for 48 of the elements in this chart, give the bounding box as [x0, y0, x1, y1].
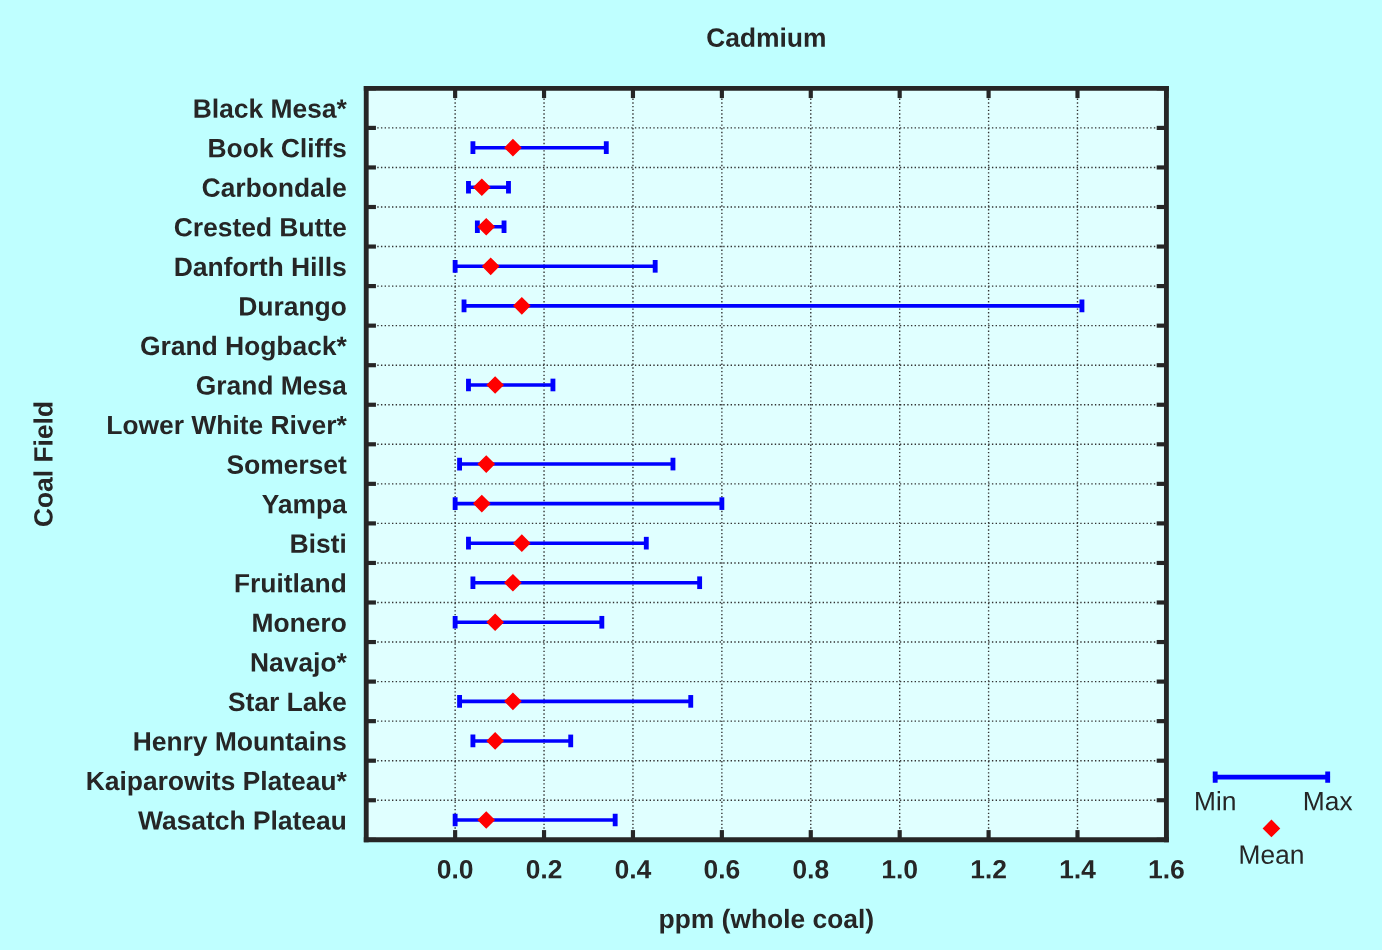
point: [513, 534, 531, 552]
text: Min: [1196, 791, 1235, 811]
point: [473, 495, 491, 513]
y-tick-label: Monero: [253, 613, 346, 633]
y-tick-label: Danforth Hills: [175, 256, 346, 277]
point: [477, 811, 495, 829]
y-tick-label: Kaiparowits Plateau*: [87, 770, 347, 796]
y-tick-label: Durango: [240, 297, 346, 321]
x-tick-label: 0.6: [704, 859, 740, 879]
point: [477, 218, 495, 236]
y-tick-label: Star Lake: [228, 691, 346, 712]
y-tick-label: Grand Hogback*: [141, 335, 347, 361]
text: Max: [1304, 791, 1353, 811]
y-tick-label: Black Mesa*: [194, 98, 347, 118]
y-axis-title: Coal Field: [33, 402, 53, 527]
y-tick-label: Bisti: [291, 533, 345, 553]
y-tick-label: Lower White River*: [108, 414, 347, 435]
point: [504, 139, 522, 157]
y-tick-label: Crested Butte: [174, 217, 346, 237]
x-tick-label: 1.4: [1060, 860, 1096, 879]
point: [486, 732, 504, 750]
y-tick-label: Henry Mountains: [134, 731, 346, 756]
x-tick-label: 0.4: [615, 859, 652, 879]
legend-label: Mean: [1240, 845, 1303, 864]
point: [486, 376, 504, 394]
point: [477, 455, 495, 473]
x-tick-label: 1.2: [971, 859, 1006, 879]
x-tick-label: 1.0: [883, 859, 917, 879]
y-tick-label: Yampa: [262, 495, 347, 519]
point: [504, 692, 522, 710]
point: [513, 297, 531, 315]
y-tick-label: Grand Mesa: [196, 375, 347, 395]
y-tick-label: Navajo*: [251, 652, 347, 677]
x-tick-label: 1.6: [1149, 859, 1184, 879]
chart-title: Cadmium: [707, 27, 825, 47]
point: [486, 613, 504, 631]
y-tick-label: Book Cliffs: [209, 138, 346, 158]
point: [473, 178, 491, 196]
x-axis-title: ppm (whole coal): [660, 908, 873, 934]
y-tick-label: Carbondale: [202, 177, 346, 198]
x-tick-label: 0.8: [793, 859, 829, 879]
x-tick-label: 0.0: [437, 859, 473, 879]
point: [482, 257, 500, 275]
point: [504, 574, 522, 592]
y-tick-label: Wasatch Plateau: [138, 810, 346, 830]
y-tick-label: Fruitland: [235, 573, 346, 593]
y-tick-label: Somerset: [227, 455, 347, 474]
x-tick-label: 0.2: [526, 859, 562, 879]
